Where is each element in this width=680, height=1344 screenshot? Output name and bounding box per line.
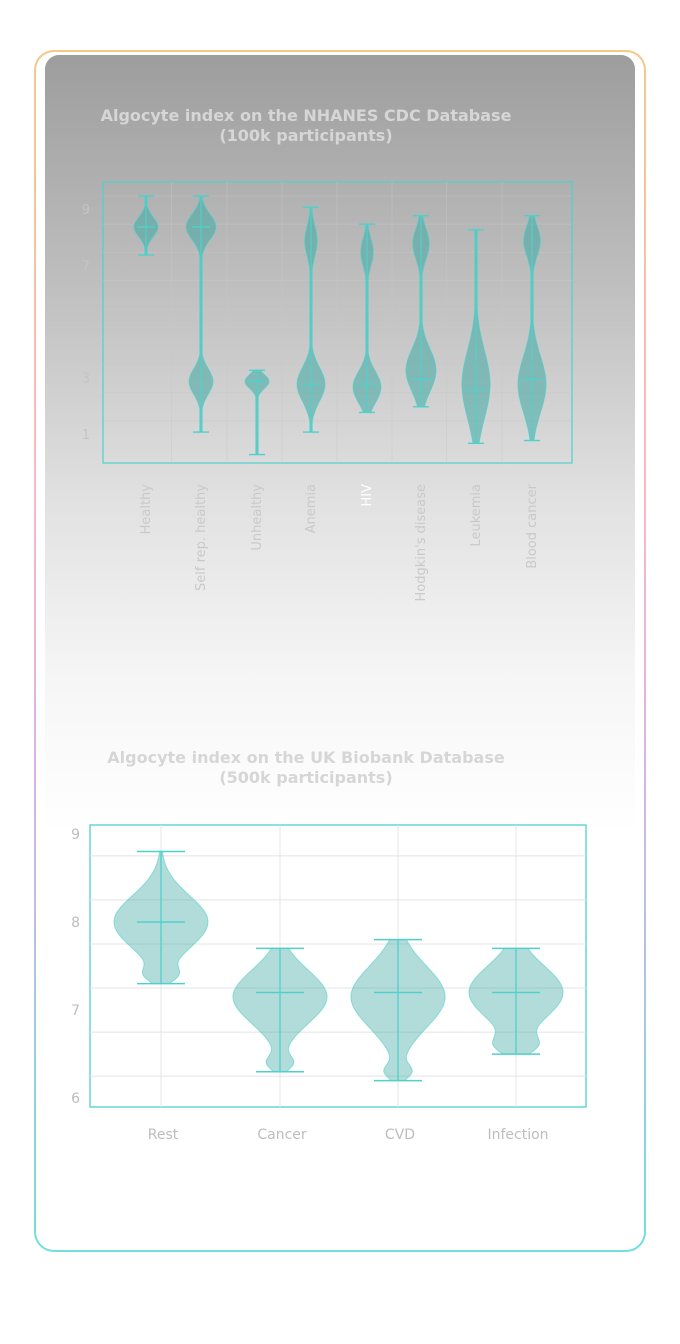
violin-anemia	[296, 206, 326, 433]
x-tick-label: CVD	[385, 1127, 415, 1143]
chart-title-ukbiobank: Algocyte index on the UK Biobank Databas…	[0, 748, 612, 788]
violin-chart-nhanes: 1 3 5 7 9 Healthy Self rep. healthy Unhealthy An…	[82, 181, 573, 601]
x-tick-label: Healthy	[139, 484, 154, 535]
violin-infection	[468, 947, 564, 1055]
top-chart-background	[45, 55, 635, 835]
violin-healthy	[133, 195, 159, 256]
y-tick-label: 3	[82, 372, 90, 387]
violin-self-rep-healthy	[185, 195, 217, 433]
violin-hiv	[352, 223, 382, 414]
violin-hodgkin-s-disease	[405, 215, 437, 408]
chart-card	[36, 52, 644, 1250]
y-tick-label: 5	[82, 316, 90, 331]
y-tick-label: 6	[71, 1091, 80, 1107]
chart-title-ukbiobank-main: Algocyte index on the UK Biobank Databas…	[107, 748, 505, 767]
x-tick-label: Infection	[487, 1127, 548, 1143]
x-tick-label: Self rep. healthy	[194, 484, 209, 591]
chart-card-border	[34, 50, 646, 1252]
x-tick-label: Cancer	[257, 1127, 307, 1143]
violin-cancer	[232, 947, 328, 1073]
x-tick-label: Unhealthy	[250, 484, 265, 551]
violin-chart-ukbiobank: 6 7 8 9 Rest Cancer CVD Infection	[71, 824, 587, 1143]
x-tick-label: Leukemia	[469, 484, 484, 547]
chart-title-nhanes-subtitle: (100k participants)	[219, 126, 393, 145]
y-tick-label: 9	[71, 827, 80, 843]
x-tick-label: Rest	[148, 1127, 179, 1143]
violin-rest	[113, 850, 209, 985]
violin-leukemia	[461, 229, 491, 445]
x-tick-label: HIV	[360, 484, 375, 507]
y-tick-label: 1	[82, 428, 90, 443]
plot-frame	[89, 824, 587, 1108]
violin-unhealthy	[244, 369, 270, 456]
chart-title-nhanes: Algocyte index on the NHANES CDC Databas…	[0, 106, 612, 146]
x-tick-label: Anemia	[304, 484, 319, 533]
chart-title-nhanes-main: Algocyte index on the NHANES CDC Databas…	[100, 106, 512, 125]
x-tick-label: Blood cancer	[525, 483, 540, 568]
violin-cvd	[350, 938, 446, 1082]
y-tick-label: 7	[82, 259, 90, 274]
y-tick-label: 9	[82, 203, 90, 218]
plot-frame	[102, 181, 573, 464]
violin-blood-cancer	[517, 215, 547, 442]
y-tick-label: 8	[71, 915, 80, 931]
chart-title-ukbiobank-subtitle: (500k participants)	[219, 768, 393, 787]
x-tick-label: Hodgkin's disease	[414, 484, 429, 601]
y-tick-label: 7	[71, 1003, 80, 1019]
